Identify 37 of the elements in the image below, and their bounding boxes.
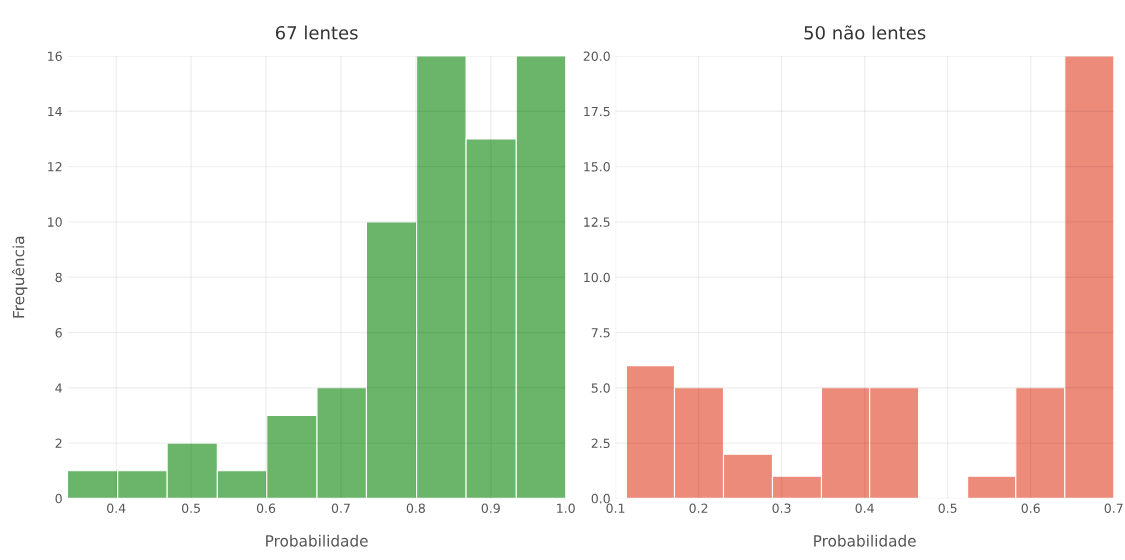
y-tick-label: 6 [55, 327, 62, 338]
y-tick-label: 16 [48, 51, 62, 61]
y-tick-label: 12 [48, 162, 62, 172]
y-tick-label: 10 [48, 217, 62, 227]
x-tick-label: 0.8 [406, 503, 425, 513]
chart-title: 67 lentes [275, 25, 358, 40]
y-axis-title: Frequência [11, 236, 28, 318]
x-tick-label: 0.5 [182, 503, 200, 513]
x-tick-label: 1.0 [557, 503, 575, 513]
y-tick-label: 20.0 [583, 51, 610, 61]
y-tick-label: 0.0 [591, 493, 610, 504]
x-axis-title: Probabilidade [814, 534, 916, 547]
y-tick-label: 12.5 [584, 217, 610, 227]
y-tick-label: 5.0 [591, 383, 610, 393]
x-tick-label: 0.6 [1021, 503, 1040, 513]
y-tick-label: 8 [55, 272, 62, 283]
y-tick-label: 0 [55, 493, 62, 504]
x-tick-label: 0.5 [938, 503, 957, 513]
y-tick-label: 7.5 [591, 328, 610, 338]
chart-title: 50 não lentes [804, 25, 926, 40]
y-tick-label: 14 [48, 106, 62, 117]
x-axis-title: Probabilidade [266, 534, 368, 547]
x-tick-label: 0.4 [107, 503, 126, 513]
x-tick-label: 0.7 [331, 503, 350, 513]
x-tick-label: 0.4 [855, 503, 874, 513]
y-tick-label: 15.0 [584, 162, 610, 172]
y-tick-label: 4 [55, 383, 62, 393]
y-tick-label: 17.5 [584, 106, 610, 117]
x-tick-label: 0.6 [256, 503, 276, 513]
y-tick-label: 10.0 [584, 272, 610, 283]
x-tick-label: 0.1 [606, 503, 625, 513]
x-tick-label: 0.9 [481, 503, 500, 513]
x-tick-label: 0.7 [1104, 503, 1123, 513]
y-tick-label: 2 [55, 438, 62, 448]
y-tick-label: 2.5 [591, 438, 610, 449]
x-tick-label: 0.3 [772, 503, 791, 513]
x-tick-label: 0.2 [689, 503, 708, 513]
